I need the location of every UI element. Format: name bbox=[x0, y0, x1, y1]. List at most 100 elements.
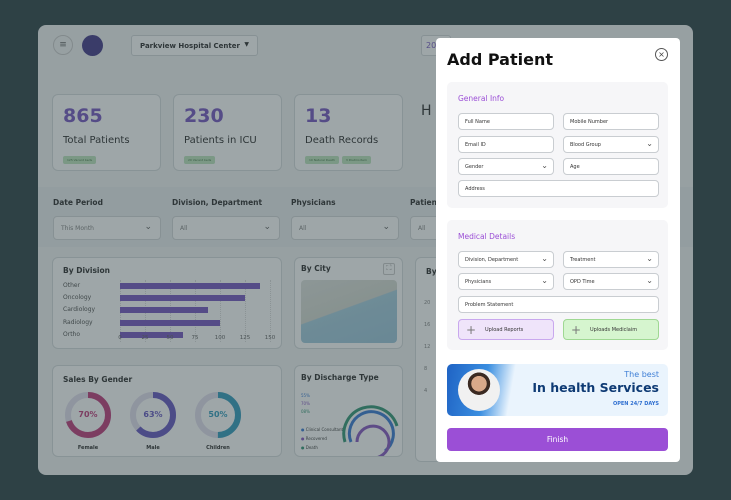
gridline bbox=[270, 280, 271, 342]
arc-clinical bbox=[347, 410, 395, 453]
stat-value: 230 bbox=[184, 105, 224, 127]
treatment-select[interactable]: Treatment ⌄ bbox=[563, 251, 659, 268]
add-patient-modal: Add Patient × General Info Full Name Mob… bbox=[436, 38, 680, 462]
medical-details-section: Medical Details Division, Department ⌄ Tr… bbox=[447, 220, 668, 350]
filter-label: Patien bbox=[410, 198, 437, 207]
x-tick: 100 bbox=[214, 335, 226, 341]
tick: 16 bbox=[424, 322, 431, 328]
y-axis-ticks: 20 16 12 8 4 bbox=[424, 292, 430, 402]
card-title: By Discharge Type bbox=[301, 373, 379, 382]
address-input[interactable]: Address bbox=[458, 180, 659, 197]
discharge-legend: ● Clinical Consultant ● Recovered ● Deat… bbox=[301, 425, 343, 452]
upload-reports-button[interactable]: + Upload Reports bbox=[458, 319, 554, 340]
division-select[interactable]: All ⌄ bbox=[172, 216, 280, 240]
x-tick: 25 bbox=[141, 335, 149, 341]
health-services-banner: The best In health Services OPEN 24/7 DA… bbox=[447, 364, 668, 416]
donut-arc bbox=[195, 392, 241, 438]
card-title: By Division bbox=[63, 266, 110, 275]
placeholder: Blood Group bbox=[570, 142, 601, 148]
stat-badge: 20 Vacant beds bbox=[184, 156, 216, 164]
close-icon[interactable]: × bbox=[655, 48, 668, 61]
age-input[interactable]: Age bbox=[563, 158, 659, 175]
tick: 12 bbox=[424, 344, 431, 350]
full-name-input[interactable]: Full Name bbox=[458, 113, 554, 130]
upload-mediclaim-button[interactable]: + Uploads Mediclaim bbox=[563, 319, 659, 340]
gridline bbox=[220, 280, 221, 342]
opd-time-select[interactable]: OPD Time ⌄ bbox=[563, 273, 659, 290]
chevron-down-icon: ⌄ bbox=[382, 222, 390, 232]
finish-button[interactable]: Finish bbox=[447, 428, 668, 451]
discharge-radial-chart bbox=[342, 405, 399, 456]
legend-item: ● Clinical Consultant bbox=[301, 427, 344, 432]
chevron-down-icon: ⌄ bbox=[263, 222, 271, 232]
tick: 4 bbox=[424, 388, 428, 394]
legend-item: ● Death bbox=[301, 445, 318, 450]
placeholder: OPD Time bbox=[570, 279, 595, 285]
bar bbox=[120, 307, 208, 314]
pct: 70% bbox=[301, 401, 310, 406]
problem-statement-input[interactable]: Problem Statement bbox=[458, 296, 659, 313]
donut-male bbox=[130, 392, 176, 438]
x-tick: 50 bbox=[166, 335, 174, 341]
chevron-down-icon: ⌄ bbox=[541, 276, 548, 285]
stat-card-total-patients: 865 Total Patients 125 Vacant beds bbox=[52, 94, 161, 171]
expand-icon[interactable]: ⛶ bbox=[383, 263, 395, 275]
bar-label: Oncology bbox=[63, 294, 92, 302]
stat-label: Death Records bbox=[305, 135, 379, 146]
stat-badge: 10 Natural Death bbox=[305, 156, 339, 164]
doctor-photo bbox=[458, 369, 500, 411]
arc-death bbox=[342, 405, 399, 443]
banner-line3: OPEN 24/7 DAYS bbox=[612, 401, 659, 407]
card-title: By bbox=[426, 267, 437, 276]
blood-group-select[interactable]: Blood Group ⌄ bbox=[563, 136, 659, 153]
division-select[interactable]: Division, Department ⌄ bbox=[458, 251, 554, 268]
email-input[interactable]: Email ID bbox=[458, 136, 554, 153]
caret-down-icon: ▼ bbox=[244, 41, 249, 48]
filter-label: Date Period bbox=[53, 198, 103, 207]
hospital-select[interactable]: Parkview Hospital Center ▼ bbox=[131, 35, 258, 56]
placeholder: Gender bbox=[465, 164, 484, 170]
select-value: This Month bbox=[61, 225, 94, 232]
bar bbox=[120, 331, 183, 338]
donut-arc bbox=[130, 392, 176, 438]
bar-label: Ortho bbox=[63, 330, 81, 338]
plus-icon: + bbox=[571, 323, 582, 337]
card-title: By City bbox=[301, 264, 331, 273]
stat-value: 865 bbox=[63, 105, 103, 127]
gender-select[interactable]: Gender ⌄ bbox=[458, 158, 554, 175]
section-title: General Info bbox=[458, 94, 505, 103]
physicians-select[interactable]: All ⌄ bbox=[291, 216, 399, 240]
donut-arc bbox=[65, 392, 111, 438]
menu-button[interactable]: ≡ bbox=[53, 35, 73, 55]
city-map[interactable] bbox=[301, 280, 397, 343]
button-label: Uploads Mediclaim bbox=[590, 327, 638, 333]
stat-badge: 125 Vacant beds bbox=[63, 156, 97, 164]
logo-icon bbox=[82, 35, 103, 56]
filter-label: Division, Department bbox=[172, 198, 263, 207]
hospital-name: Parkview Hospital Center bbox=[140, 42, 240, 50]
donut-label: Children bbox=[206, 445, 230, 451]
card-title: Sales By Gender bbox=[63, 375, 133, 384]
gender-card: Sales By Gender 70% Female 63% Male 50% Child… bbox=[52, 365, 282, 457]
stat-card-death-records: 13 Death Records 10 Natural Death 3 Postm… bbox=[294, 94, 403, 171]
donut-label: Male bbox=[146, 445, 160, 451]
chevron-down-icon: ⌄ bbox=[646, 276, 653, 285]
date-period-select[interactable]: This Month ⌄ bbox=[53, 216, 161, 240]
stat-heading: H bbox=[421, 103, 432, 119]
mobile-number-input[interactable]: Mobile Number bbox=[563, 113, 659, 130]
filter-label: Physicians bbox=[291, 198, 336, 207]
legend-item: ● Recovered bbox=[301, 436, 327, 441]
gridline bbox=[245, 280, 246, 342]
discharge-card: By Discharge Type 55% 70% 08% ● Clinical C… bbox=[294, 365, 403, 457]
donut-children bbox=[195, 392, 241, 438]
bar bbox=[120, 319, 220, 326]
tick: 8 bbox=[424, 366, 428, 372]
plus-icon: + bbox=[466, 323, 477, 337]
x-tick: 75 bbox=[191, 335, 199, 341]
physicians-select[interactable]: Physicians ⌄ bbox=[458, 273, 554, 290]
banner-line1: The best bbox=[624, 370, 659, 379]
chevron-down-icon: ⌄ bbox=[541, 161, 548, 170]
chevron-down-icon: ⌄ bbox=[144, 222, 152, 232]
tick: 20 bbox=[424, 300, 431, 306]
bar bbox=[120, 283, 260, 289]
